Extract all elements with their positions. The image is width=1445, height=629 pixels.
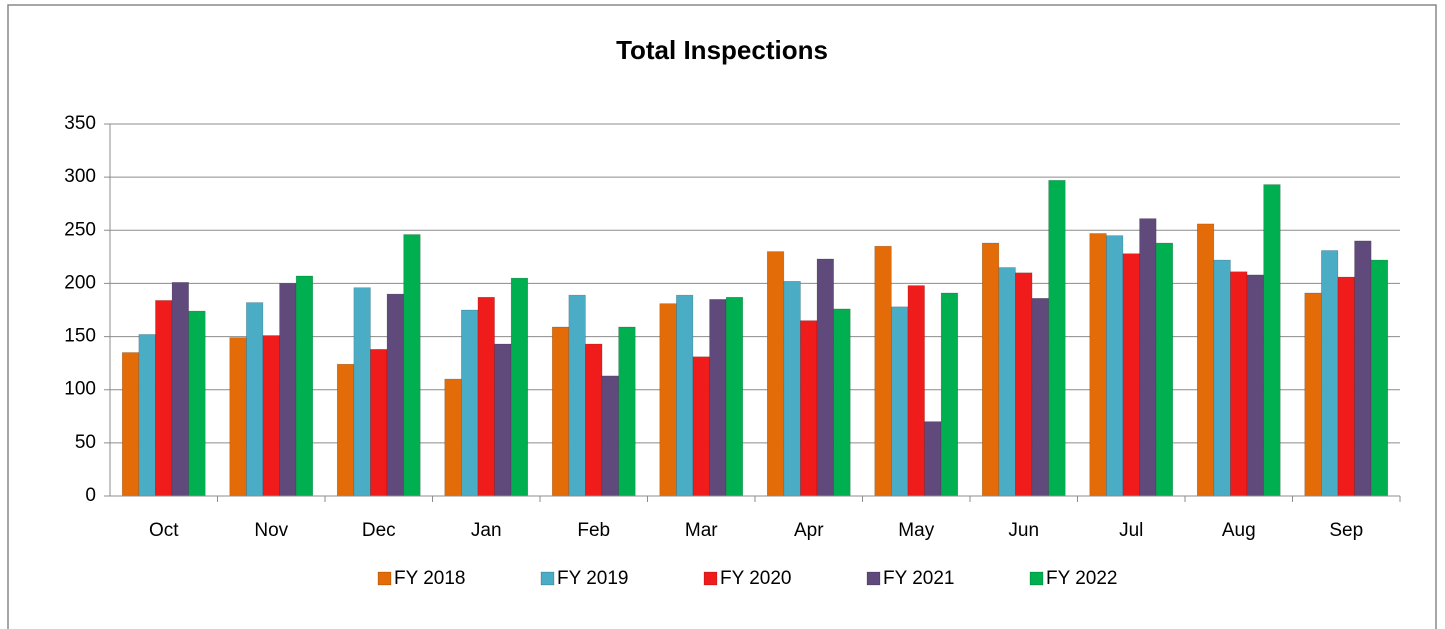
bar bbox=[353, 287, 371, 497]
bar bbox=[138, 334, 156, 497]
bar bbox=[725, 296, 744, 497]
bar bbox=[461, 309, 479, 497]
bar bbox=[1031, 298, 1049, 497]
bar bbox=[295, 275, 314, 497]
bar bbox=[370, 349, 388, 497]
bar bbox=[246, 302, 264, 497]
x-tick-label: Dec bbox=[362, 520, 396, 541]
bar bbox=[279, 283, 297, 497]
bar bbox=[940, 292, 959, 497]
x-tick-label: Feb bbox=[577, 520, 610, 541]
y-tick-label: 0 bbox=[85, 485, 96, 506]
legend-label: FY 2020 bbox=[720, 568, 791, 589]
y-tick-label: 150 bbox=[64, 326, 96, 347]
bar bbox=[494, 343, 512, 497]
x-tick-label: Apr bbox=[794, 520, 824, 541]
bar bbox=[1370, 259, 1389, 497]
bar bbox=[1048, 180, 1066, 497]
bar bbox=[444, 378, 462, 497]
bar bbox=[1122, 253, 1140, 497]
x-tick-label: Oct bbox=[149, 520, 179, 541]
bar bbox=[1089, 233, 1107, 497]
bar bbox=[171, 282, 189, 497]
bar bbox=[766, 251, 785, 497]
x-tick-label: May bbox=[898, 520, 934, 541]
bar bbox=[1213, 259, 1231, 497]
bar bbox=[155, 300, 173, 497]
bar bbox=[1139, 218, 1157, 497]
bar bbox=[618, 326, 636, 497]
bar bbox=[709, 299, 727, 497]
bar bbox=[659, 303, 677, 497]
legend-label: FY 2018 bbox=[394, 568, 465, 589]
bar bbox=[891, 306, 909, 497]
bar bbox=[833, 308, 851, 497]
bar bbox=[1304, 292, 1322, 497]
bar bbox=[568, 294, 586, 497]
bar bbox=[816, 258, 834, 497]
x-tick-label: Jan bbox=[471, 520, 502, 541]
bar bbox=[510, 277, 529, 497]
bar bbox=[981, 242, 1000, 497]
bar bbox=[551, 326, 570, 497]
bar bbox=[1155, 242, 1174, 497]
bar bbox=[676, 294, 694, 497]
y-tick-label: 250 bbox=[64, 219, 96, 240]
bar bbox=[783, 281, 801, 497]
x-tick-label: Mar bbox=[685, 520, 718, 541]
bar bbox=[874, 245, 892, 497]
bar bbox=[1246, 274, 1264, 497]
bar bbox=[386, 293, 404, 497]
bar bbox=[336, 363, 355, 497]
legend-swatch bbox=[377, 571, 392, 586]
legend-swatch bbox=[866, 571, 881, 586]
y-tick-label: 200 bbox=[64, 272, 96, 293]
y-tick-label: 50 bbox=[75, 432, 96, 453]
x-tick-label: Jul bbox=[1119, 520, 1143, 541]
bar bbox=[1263, 184, 1281, 497]
bar bbox=[800, 320, 818, 497]
bar bbox=[1354, 240, 1372, 497]
bar bbox=[692, 356, 710, 497]
x-tick-label: Aug bbox=[1222, 520, 1256, 541]
legend-swatch bbox=[540, 571, 555, 586]
bar bbox=[601, 375, 619, 497]
legend-swatch bbox=[1029, 571, 1044, 586]
legend-label: FY 2019 bbox=[557, 568, 628, 589]
bar bbox=[1337, 276, 1355, 497]
bar bbox=[403, 234, 421, 497]
bar bbox=[998, 267, 1016, 497]
y-tick-label: 300 bbox=[64, 166, 96, 187]
bar bbox=[1106, 235, 1124, 497]
bar bbox=[1321, 250, 1339, 497]
bar bbox=[1015, 272, 1033, 497]
bar bbox=[1196, 223, 1215, 497]
chart-title: Total Inspections bbox=[616, 35, 828, 65]
legend-label: FY 2021 bbox=[883, 568, 954, 589]
legend-label: FY 2022 bbox=[1046, 568, 1117, 589]
y-tick-label: 100 bbox=[64, 379, 96, 400]
bar bbox=[585, 343, 603, 497]
bar bbox=[1230, 271, 1248, 497]
y-tick-label: 350 bbox=[64, 113, 96, 134]
bar bbox=[924, 421, 942, 497]
bar bbox=[907, 285, 925, 497]
bar bbox=[229, 337, 247, 497]
bar bbox=[477, 296, 495, 497]
x-tick-label: Nov bbox=[254, 520, 288, 541]
bar bbox=[188, 310, 206, 497]
bar bbox=[121, 352, 140, 497]
x-tick-label: Jun bbox=[1008, 520, 1039, 541]
x-tick-label: Sep bbox=[1329, 520, 1363, 541]
bar bbox=[262, 335, 280, 497]
legend-swatch bbox=[703, 571, 718, 586]
